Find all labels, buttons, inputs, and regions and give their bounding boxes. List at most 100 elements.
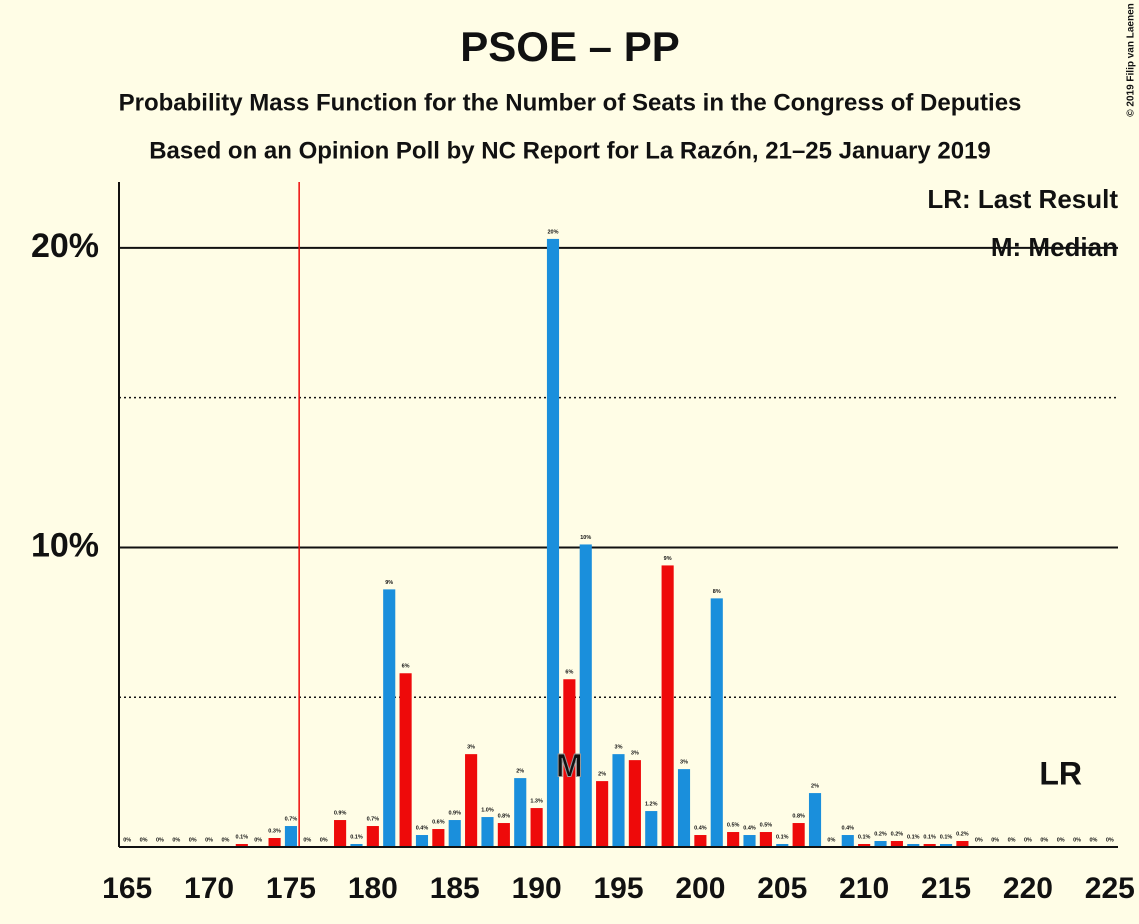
median-marker: M — [556, 747, 583, 783]
chart-subtitle: Probability Mass Function for the Number… — [119, 89, 1022, 116]
bar — [546, 238, 560, 847]
bar — [530, 808, 543, 847]
x-tick-label: 175 — [266, 872, 316, 905]
value-label: 0.7% — [367, 816, 380, 822]
bar — [563, 679, 576, 847]
y-tick-label: 10% — [31, 526, 99, 564]
value-label: 0.7% — [285, 816, 298, 822]
value-label: 0.2% — [891, 831, 904, 837]
x-tick-label: 210 — [839, 872, 889, 905]
value-label: 0.8% — [792, 813, 805, 819]
value-label: 0% — [1008, 837, 1016, 843]
value-label: 0.4% — [694, 825, 707, 831]
bar — [792, 823, 805, 847]
value-label: 1.2% — [645, 802, 658, 808]
x-tick-label: 165 — [102, 872, 152, 905]
credit: © 2019 Filip van Laenen — [1126, 3, 1137, 117]
bar — [350, 844, 363, 847]
value-label: 9% — [385, 580, 393, 586]
value-label: 0.8% — [498, 813, 511, 819]
value-label: 0.2% — [874, 831, 887, 837]
value-label: 1.3% — [530, 799, 543, 805]
x-tick-label: 180 — [348, 872, 398, 905]
bar — [759, 832, 772, 847]
value-label: 2% — [811, 784, 819, 790]
x-tick-label: 220 — [1003, 872, 1053, 905]
value-label: 0% — [189, 837, 197, 843]
bar — [939, 844, 953, 847]
value-label: 0.1% — [907, 834, 920, 840]
bar — [448, 820, 461, 847]
chart-subtitle: Based on an Opinion Poll by NC Report fo… — [149, 137, 991, 164]
last-result-marker: LR — [1039, 755, 1082, 791]
value-label: 0.3% — [268, 828, 281, 834]
x-tick-label: 205 — [757, 872, 807, 905]
bar — [661, 565, 674, 847]
value-label: 6% — [565, 670, 573, 676]
bar — [727, 832, 740, 847]
bar — [612, 754, 625, 847]
value-label: 0% — [1040, 837, 1048, 843]
bar — [694, 835, 707, 847]
bar — [907, 844, 920, 847]
value-label: 0.9% — [448, 810, 461, 816]
x-tick-label: 215 — [921, 872, 971, 905]
value-label: 0.4% — [743, 825, 756, 831]
value-label: 0.1% — [776, 834, 789, 840]
bar — [710, 598, 723, 847]
y-tick-label: 20% — [31, 227, 99, 265]
value-label: 0.1% — [923, 834, 936, 840]
value-label: 10% — [580, 535, 591, 541]
bar — [366, 826, 379, 847]
bar — [415, 835, 429, 847]
bar — [334, 820, 347, 847]
value-label: 8% — [713, 589, 721, 595]
bar — [776, 844, 789, 847]
bar — [596, 781, 609, 847]
value-label: 0% — [140, 837, 148, 843]
value-label: 0.1% — [236, 834, 249, 840]
x-tick-label: 170 — [184, 872, 234, 905]
value-label: 0% — [1089, 837, 1097, 843]
value-label: 6% — [402, 664, 410, 670]
bar — [645, 811, 658, 847]
bar — [579, 544, 592, 847]
value-label: 0% — [827, 837, 835, 843]
bar — [481, 817, 494, 847]
value-label: 0.1% — [940, 834, 953, 840]
x-tick-label: 200 — [675, 872, 725, 905]
bar — [235, 844, 248, 847]
value-label: 0.6% — [432, 819, 445, 825]
bar — [956, 841, 969, 847]
value-label: 1.0% — [481, 807, 494, 813]
value-label: 0% — [303, 837, 311, 843]
value-label: 0.4% — [416, 825, 429, 831]
bar — [874, 841, 887, 847]
bar — [497, 823, 510, 847]
bar — [628, 760, 641, 847]
value-label: 0.5% — [760, 822, 773, 828]
value-label: 0.2% — [956, 831, 969, 837]
value-label: 0.1% — [350, 834, 363, 840]
chart-title: PSOE – PP — [460, 23, 679, 70]
bar — [465, 754, 478, 847]
value-label: 0% — [254, 837, 262, 843]
bar — [399, 673, 412, 847]
value-label: 0% — [1057, 837, 1065, 843]
bar — [432, 829, 445, 847]
value-label: 20% — [547, 229, 558, 235]
bar — [841, 835, 854, 847]
value-label: 0.1% — [858, 834, 871, 840]
bar — [383, 589, 396, 847]
bar — [808, 793, 822, 847]
value-label: 2% — [516, 769, 524, 775]
bar — [858, 844, 871, 847]
value-label: 0% — [1106, 837, 1114, 843]
value-label: 0% — [1024, 837, 1032, 843]
value-label: 0% — [172, 837, 180, 843]
bar — [923, 844, 936, 847]
bar — [514, 778, 527, 847]
value-label: 0% — [1073, 837, 1081, 843]
value-label: 0% — [991, 837, 999, 843]
